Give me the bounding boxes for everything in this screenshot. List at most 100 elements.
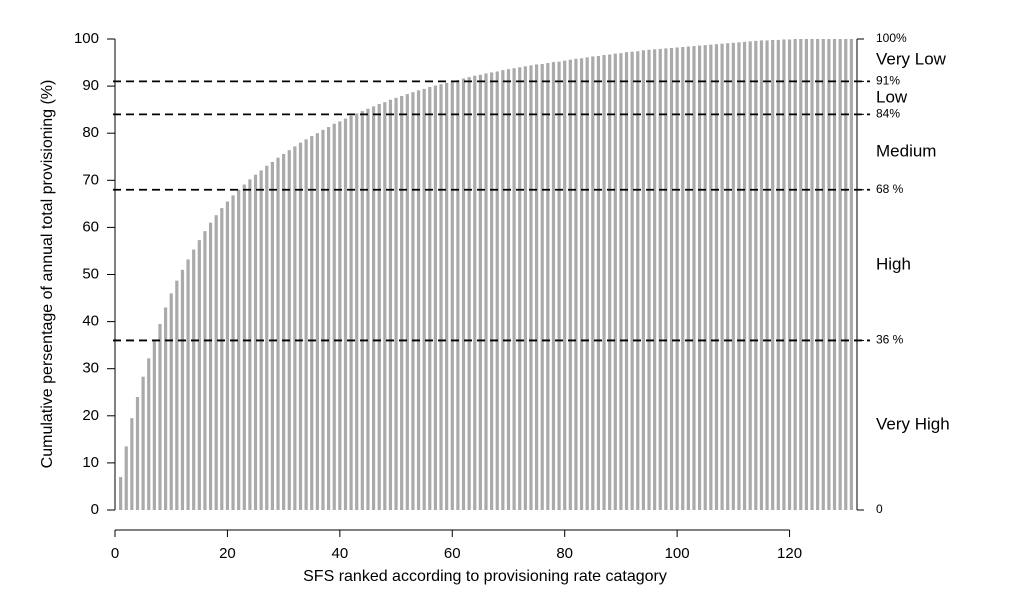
bar bbox=[490, 72, 494, 510]
y-axis-label: Cumulative persentage of annual total pr… bbox=[39, 80, 56, 469]
y-tick-label: 0 bbox=[91, 501, 99, 518]
bar bbox=[119, 477, 123, 510]
bar bbox=[141, 376, 145, 510]
bar bbox=[416, 90, 421, 511]
x-tick-label: 100 bbox=[665, 545, 690, 562]
bar bbox=[394, 97, 398, 510]
y2-tick-label: 36 % bbox=[876, 333, 904, 347]
bar bbox=[242, 184, 246, 510]
bar bbox=[197, 240, 201, 510]
x-tick-label: 40 bbox=[332, 545, 349, 562]
bar bbox=[428, 87, 432, 511]
bar bbox=[158, 323, 162, 510]
bar bbox=[371, 106, 376, 510]
bar bbox=[636, 51, 640, 510]
region-label: Very High bbox=[876, 415, 950, 434]
y-tick-label: 90 bbox=[82, 77, 99, 94]
bar bbox=[759, 40, 764, 511]
bar bbox=[540, 63, 544, 510]
bar bbox=[298, 142, 303, 510]
y2-tick-label: 100% bbox=[876, 31, 907, 45]
bar bbox=[304, 139, 308, 510]
y-tick-label: 20 bbox=[82, 407, 99, 424]
y-tick-label: 10 bbox=[82, 454, 99, 471]
bar bbox=[186, 259, 190, 510]
bar bbox=[237, 189, 241, 510]
bar bbox=[287, 150, 291, 510]
x-tick-label: 120 bbox=[777, 545, 802, 562]
bar bbox=[248, 179, 252, 510]
bar bbox=[596, 55, 601, 511]
y2-tick-label: 84% bbox=[876, 107, 900, 121]
bar bbox=[692, 46, 696, 510]
y-tick-label: 60 bbox=[82, 218, 99, 235]
bar bbox=[591, 56, 595, 510]
bar bbox=[383, 102, 387, 510]
bar bbox=[686, 46, 690, 510]
bar bbox=[765, 40, 769, 511]
bar bbox=[754, 40, 758, 510]
bar bbox=[293, 146, 297, 510]
bar bbox=[135, 396, 140, 510]
bar bbox=[478, 74, 482, 511]
bar bbox=[315, 133, 319, 510]
bar bbox=[849, 39, 853, 510]
bar bbox=[405, 94, 409, 511]
bar bbox=[124, 446, 128, 510]
y-tick-label: 40 bbox=[82, 313, 99, 330]
bar bbox=[821, 39, 825, 510]
bar bbox=[450, 81, 454, 510]
bar bbox=[180, 269, 185, 510]
y-tick-label: 100 bbox=[74, 30, 99, 47]
bar bbox=[484, 73, 488, 511]
x-tick-label: 20 bbox=[219, 545, 236, 562]
bar bbox=[720, 43, 724, 511]
bar bbox=[411, 92, 415, 511]
bar bbox=[551, 62, 556, 510]
bar bbox=[776, 39, 780, 510]
y-tick-label: 50 bbox=[82, 265, 99, 282]
bar bbox=[192, 249, 196, 511]
bar bbox=[147, 358, 151, 510]
bar bbox=[270, 161, 274, 510]
bar bbox=[844, 39, 848, 510]
bar bbox=[512, 68, 516, 511]
bar bbox=[726, 43, 730, 510]
bar bbox=[709, 44, 713, 510]
bar bbox=[163, 307, 168, 510]
bar bbox=[810, 39, 814, 510]
region-label: Very Low bbox=[876, 50, 947, 69]
bar bbox=[563, 60, 567, 510]
bar bbox=[203, 231, 207, 510]
x-axis-label: SFS ranked according to provisioning rat… bbox=[303, 568, 667, 585]
bar bbox=[787, 39, 792, 510]
bar bbox=[630, 51, 634, 510]
bar bbox=[675, 47, 679, 511]
bar bbox=[748, 41, 752, 510]
bar bbox=[529, 65, 533, 510]
bar bbox=[175, 280, 179, 510]
bar bbox=[669, 47, 674, 510]
bar bbox=[641, 50, 645, 510]
bar bbox=[360, 111, 364, 511]
region-label: Low bbox=[876, 87, 908, 106]
bar bbox=[799, 39, 803, 510]
bar bbox=[737, 42, 741, 511]
y2-tick-label: 68 % bbox=[876, 182, 904, 196]
bar bbox=[832, 39, 837, 510]
bar bbox=[130, 418, 134, 510]
bar bbox=[388, 99, 393, 510]
x-tick-label: 0 bbox=[111, 545, 119, 562]
bar bbox=[445, 82, 449, 510]
bar bbox=[501, 70, 505, 510]
bar bbox=[377, 103, 381, 511]
bar bbox=[338, 121, 342, 511]
bar bbox=[321, 129, 325, 510]
bar bbox=[731, 42, 735, 510]
bar bbox=[253, 174, 258, 510]
bar bbox=[214, 215, 218, 511]
bar bbox=[714, 44, 719, 510]
region-label: High bbox=[876, 255, 911, 274]
bar bbox=[506, 69, 511, 511]
